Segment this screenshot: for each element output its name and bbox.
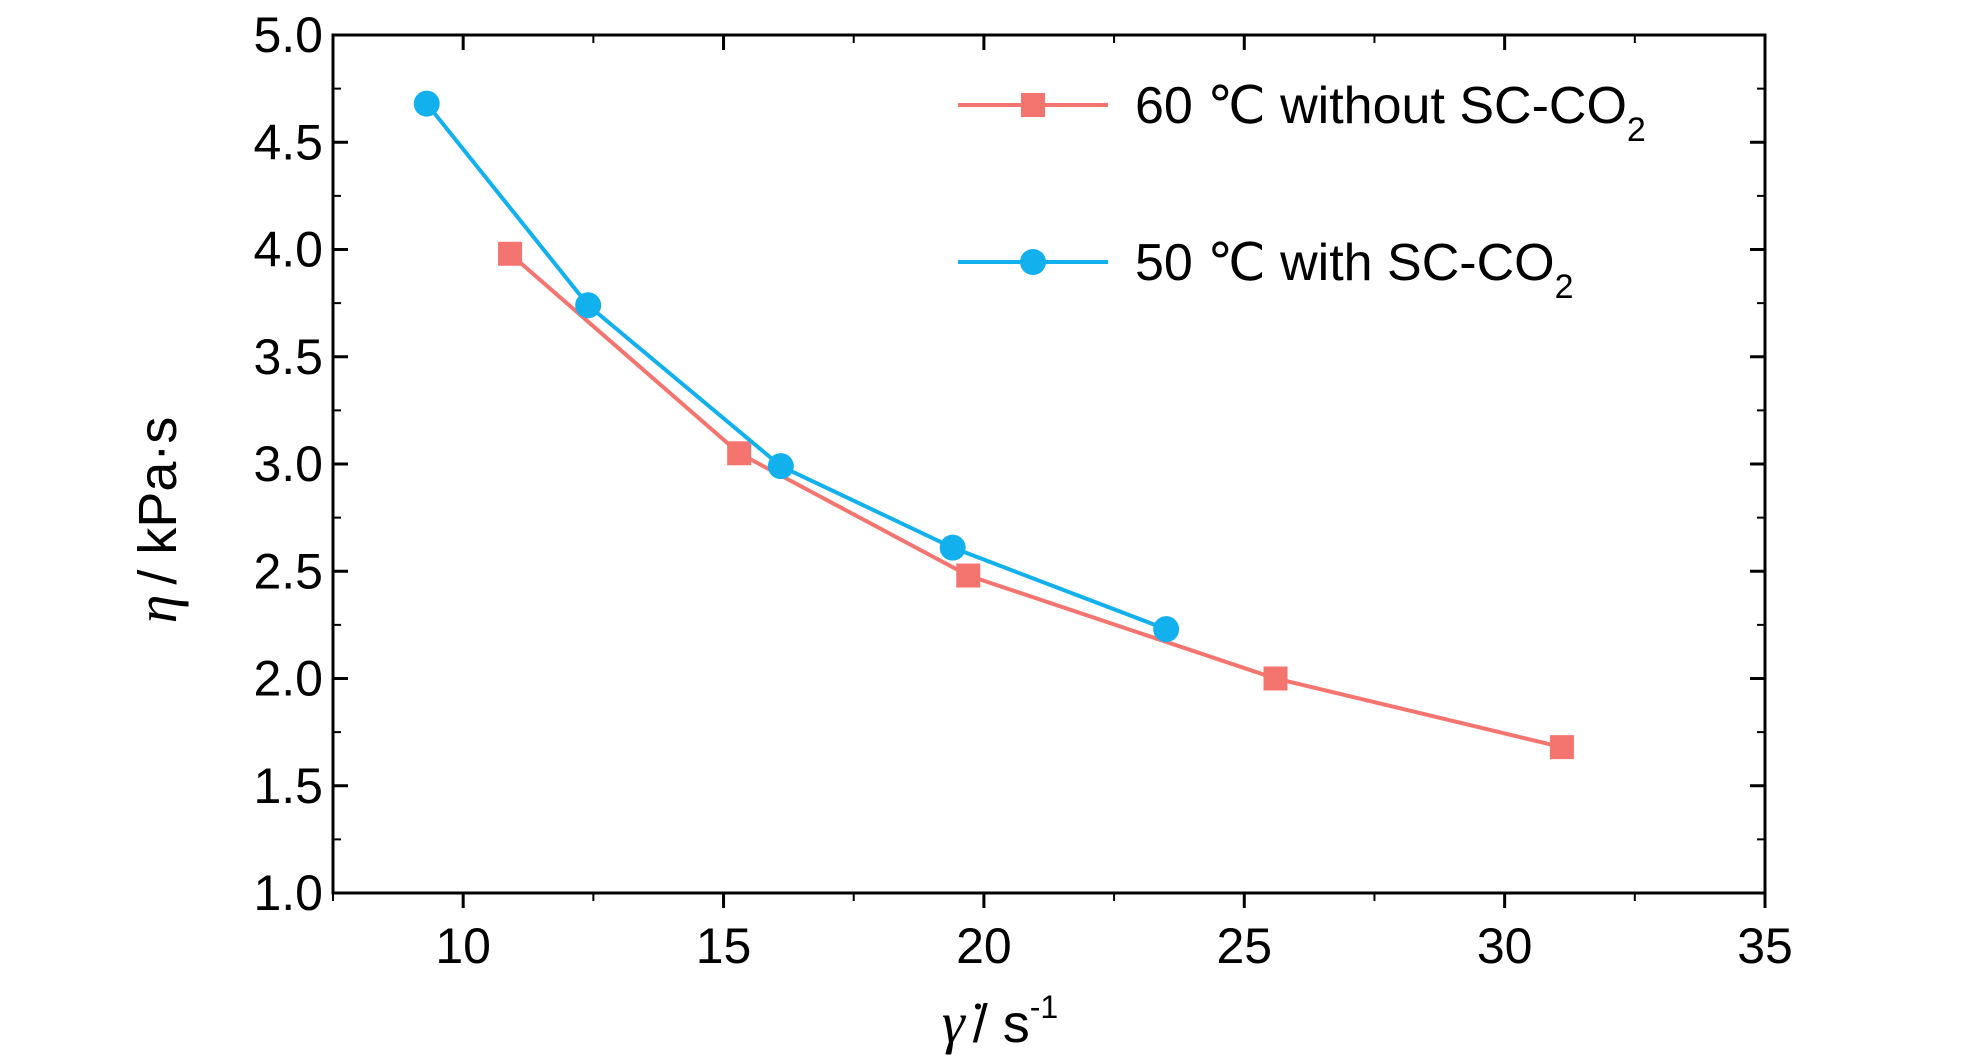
- x-tick-label: 10: [435, 918, 491, 974]
- data-point: [575, 292, 602, 319]
- legend-item: 60 ℃ without SC-CO2: [958, 77, 1646, 149]
- data-point: [727, 441, 752, 466]
- y-tick-label: 2.5: [253, 543, 323, 599]
- legend-item: 50 ℃ with SC-CO2: [958, 234, 1574, 306]
- data-point: [767, 453, 794, 480]
- data-point: [498, 241, 523, 266]
- x-axis-exponent: -1: [1030, 989, 1058, 1025]
- y-axis-label: η / kPa·s: [124, 417, 189, 624]
- y-tick-label: 1.5: [253, 758, 323, 814]
- y-tick-label: 5.0: [253, 7, 323, 63]
- data-point: [1263, 666, 1288, 691]
- series-1: [498, 241, 1574, 760]
- x-tick-label: 35: [1737, 918, 1793, 974]
- x-axis-label: γ̇ / s-1: [942, 989, 1058, 1055]
- data-point: [1153, 616, 1180, 643]
- legend-marker: [1021, 93, 1045, 117]
- y-tick-label: 4.0: [253, 222, 323, 278]
- y-axis-unit: / kPa·s: [128, 417, 188, 585]
- legend-label: 50 ℃ with SC-CO2: [1135, 234, 1574, 306]
- legend-label: 60 ℃ without SC-CO2: [1135, 77, 1646, 149]
- x-tick-label: 15: [696, 918, 752, 974]
- x-tick-label: 25: [1216, 918, 1272, 974]
- y-axis-symbol: η: [124, 595, 189, 624]
- data-point: [413, 90, 440, 117]
- x-tick-label: 30: [1477, 918, 1533, 974]
- y-tick-label: 4.5: [253, 114, 323, 170]
- legend-marker: [1020, 249, 1046, 275]
- series-layer: [413, 90, 1574, 760]
- series-2: [413, 90, 1180, 643]
- data-point: [956, 563, 981, 588]
- data-point: [1549, 735, 1574, 760]
- x-axis: 10 15 20 25 30 35: [332, 35, 1793, 974]
- x-tick-label: 20: [956, 918, 1012, 974]
- y-tick-label: 3.5: [253, 329, 323, 385]
- y-axis: 1.0 1.5 2.0 2.5 3.0 3.5 4.0 4.5 5.0: [253, 7, 1765, 921]
- legend: 60 ℃ without SC-CO2 50 ℃ with SC-CO2: [958, 77, 1646, 306]
- data-point: [939, 534, 966, 561]
- y-tick-label: 3.0: [253, 436, 323, 492]
- x-axis-unit: / s: [973, 994, 1030, 1054]
- y-tick-label: 2.0: [253, 651, 323, 707]
- y-tick-label: 1.0: [253, 865, 323, 921]
